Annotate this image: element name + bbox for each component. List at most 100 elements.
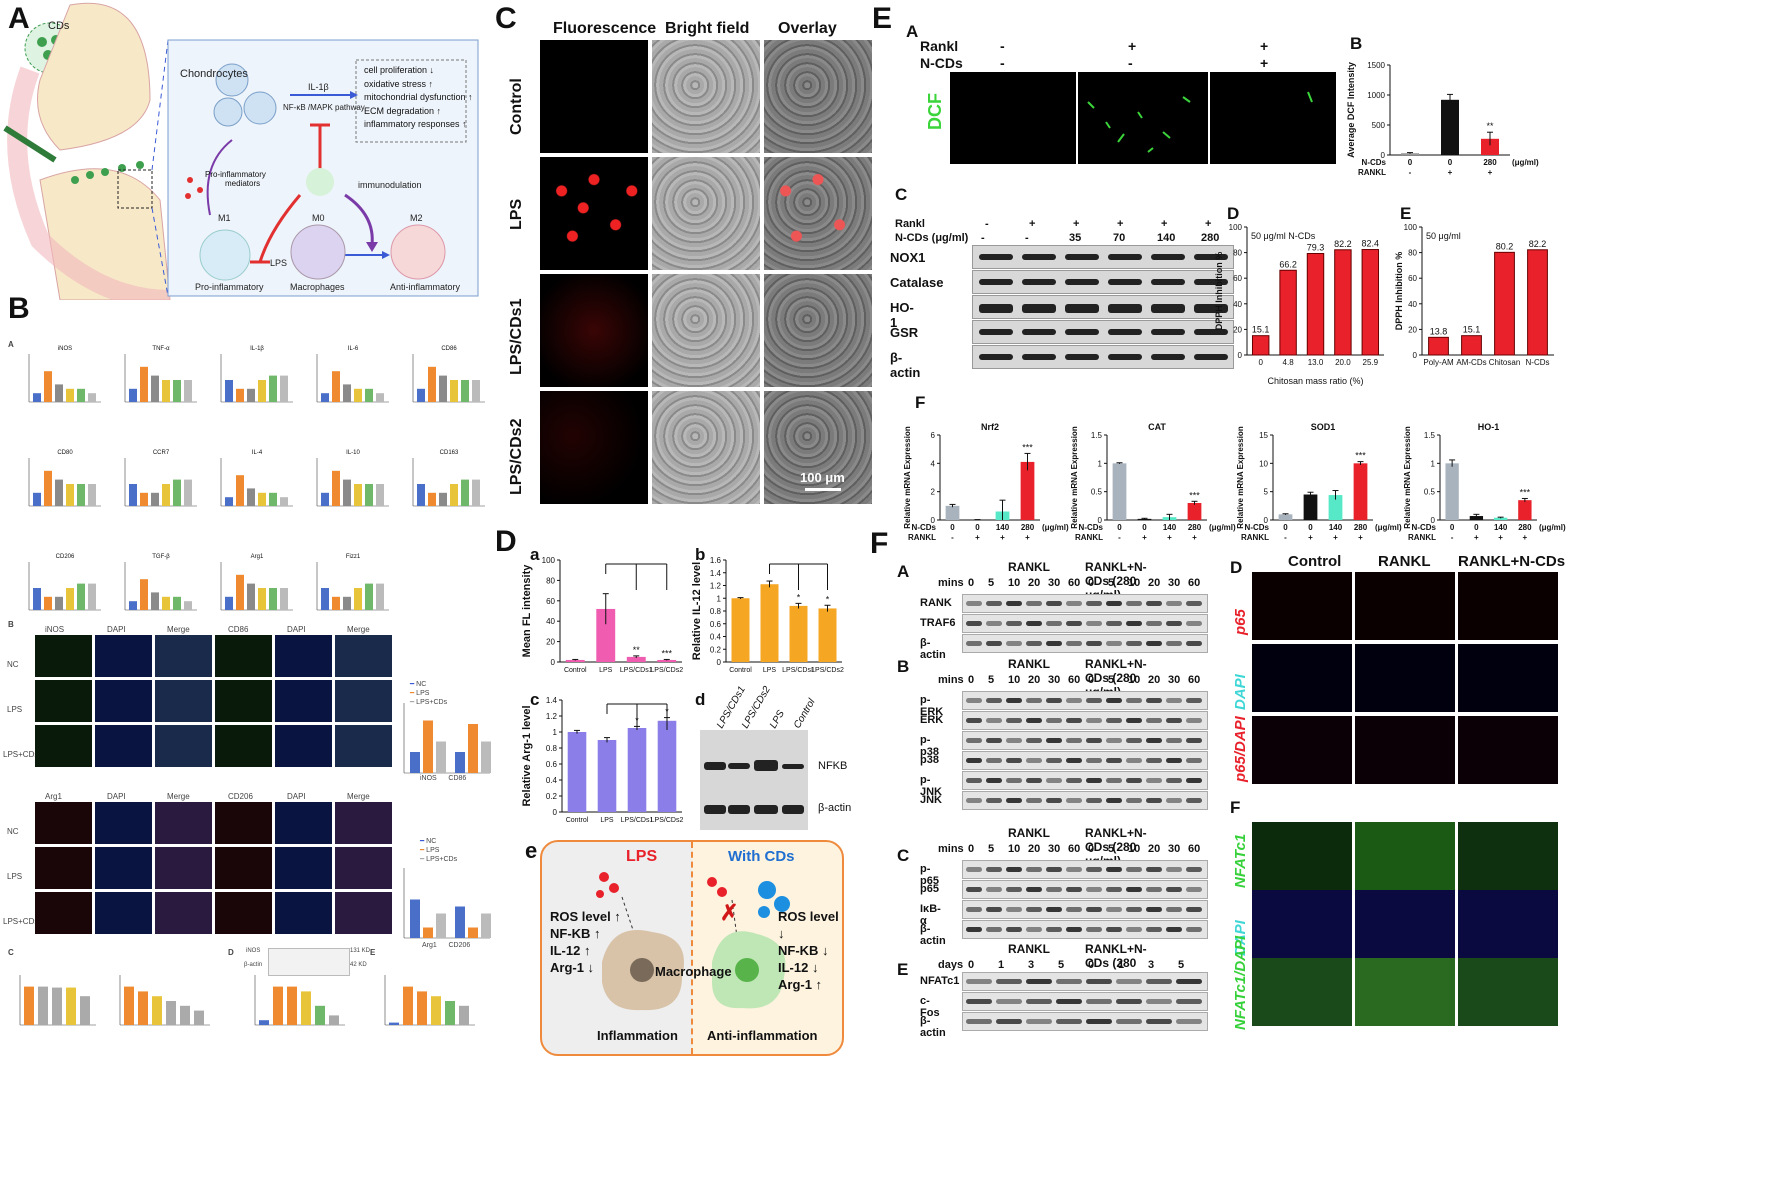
if-quant-bar [481,741,491,773]
mini-bar [225,596,233,610]
mini-qpcr-chart: CCR7 [124,450,197,507]
if-row-label: LPS+CDs [3,750,39,759]
if-image [1355,958,1455,1026]
x-tick-label: LPS [599,667,613,674]
y-tick-label: 1.5 [1091,431,1103,440]
if-header: CD86 [228,625,249,634]
mini-bar [88,583,96,610]
if-row-label: p65 [1232,609,1249,635]
y-tick-label: 0 [1413,351,1418,360]
pro-mediators-label: Pro-inflammatory mediators [205,170,266,188]
if-header: DAPI [287,625,306,634]
mini-bar [184,601,192,610]
y-tick-label: 0.2 [546,792,558,801]
dcf-image-3 [1210,72,1336,164]
x-row-label: N-CDs [1079,523,1104,532]
blot-group-rankl: RANKL [1008,942,1050,956]
bar [1328,495,1343,520]
x-unit: (μg/ml) [1539,523,1566,532]
mini-chart-title: TGF-β [152,554,170,560]
y-tick-label: 80 [546,576,555,585]
mini-bar [247,388,255,402]
bar [1187,503,1202,520]
if-top-grid: iNOS DAPI Merge CD86 DAPI Merge NC LPS L… [3,625,405,765]
y-tick-label: 0 [1431,516,1436,525]
blot-row-label: c-Fos [920,995,940,1019]
mini-bar [258,588,266,610]
time-point: 30 [1168,674,1181,686]
panel-F-sub-C: C [897,846,910,865]
y-tick-label: 20 [546,638,555,647]
x-row-label: RANKL [1358,168,1386,177]
bar [567,732,587,812]
chart-E-E: 0 20 40 60 80 100 13.8 Poly-AM 15.1 AM-CDs 80.2 Chi… [1394,223,1554,367]
if-image [215,847,272,889]
time-point: 0 [1088,674,1095,686]
mini-bar [33,393,41,402]
dcf-treatment-values: - + + - - + [1000,38,1269,71]
wb-strip [972,245,1234,269]
mini-bar [258,380,266,402]
y-tick-label: 0 [551,658,556,667]
blot-strip [962,972,1208,991]
if-image [95,725,152,767]
if-header: DAPI [107,792,126,801]
col-header-brightfield: Bright field [665,20,750,37]
blot-strip [962,594,1208,613]
if-row-label: NFATc1 [1232,833,1249,888]
y-axis-label: DPPH Inhibition % [1214,252,1224,331]
schem-drawing: ✗ [596,872,790,1011]
x-row-value: + [1142,533,1147,542]
time-point: 60 [1068,674,1081,686]
bar [760,584,779,662]
if-header: Merge [167,625,190,634]
mini-bar [280,375,288,402]
y-tick-label: 20 [1233,325,1242,334]
if-image [215,680,272,722]
mini-bar [431,996,441,1025]
y-tick-label: 1.6 [710,556,722,565]
if-quant-bar [423,720,433,773]
cds-label: CDs [48,20,70,32]
panel-label-D: D [495,525,517,558]
if-image [155,892,212,934]
col-header-fluorescence: Fluorescence [553,20,657,37]
time-point: 60 [1188,843,1201,855]
mini-chart-title: TNF-α [152,346,170,352]
chart-title: SOD1 [1311,422,1336,432]
bar [1306,252,1325,356]
mini-bar [173,380,181,402]
y-tick-label: 0 [931,516,936,525]
x-row-value: 0 [950,523,955,532]
panel-E-sub-B: B [1350,34,1363,53]
x-tick-label: LPS/CDs1 [621,817,654,824]
x-row-value: - [1118,533,1121,542]
blot-strip [962,880,1208,899]
panel-label-F: F [870,527,889,560]
panel-B-sub-C: C [8,948,14,957]
panel-E-sub-F: F [915,393,926,412]
chart-D-c: 00.20.40.60.811.21.4ControlLPS*LPS/CDs1*… [521,696,683,824]
x-row-value: + [1192,533,1197,542]
bar [1020,461,1035,520]
mini-qpcr-chart: Arg1 [220,554,293,611]
mini-bar [77,484,85,506]
mini-bar [247,488,255,506]
panel-B-bottom-charts [19,975,475,1026]
microscopy-image [540,157,648,270]
mini-bar [269,588,277,610]
mini-bar [194,1010,204,1025]
y-tick-label: 0.4 [710,633,722,642]
time-point: 5 [1058,959,1065,971]
mini-bar [247,583,255,610]
time-point: 0 [968,843,975,855]
y-tick-label: 4 [931,459,936,468]
if-image [155,680,212,722]
mini-bar [461,380,469,402]
sig-label: ** [633,645,641,655]
mini-chart-title: CD206 [56,554,75,560]
bar [1494,251,1515,356]
x-row-value: + [1488,168,1493,177]
mini-bar [376,484,384,506]
blot-strip [962,691,1208,710]
